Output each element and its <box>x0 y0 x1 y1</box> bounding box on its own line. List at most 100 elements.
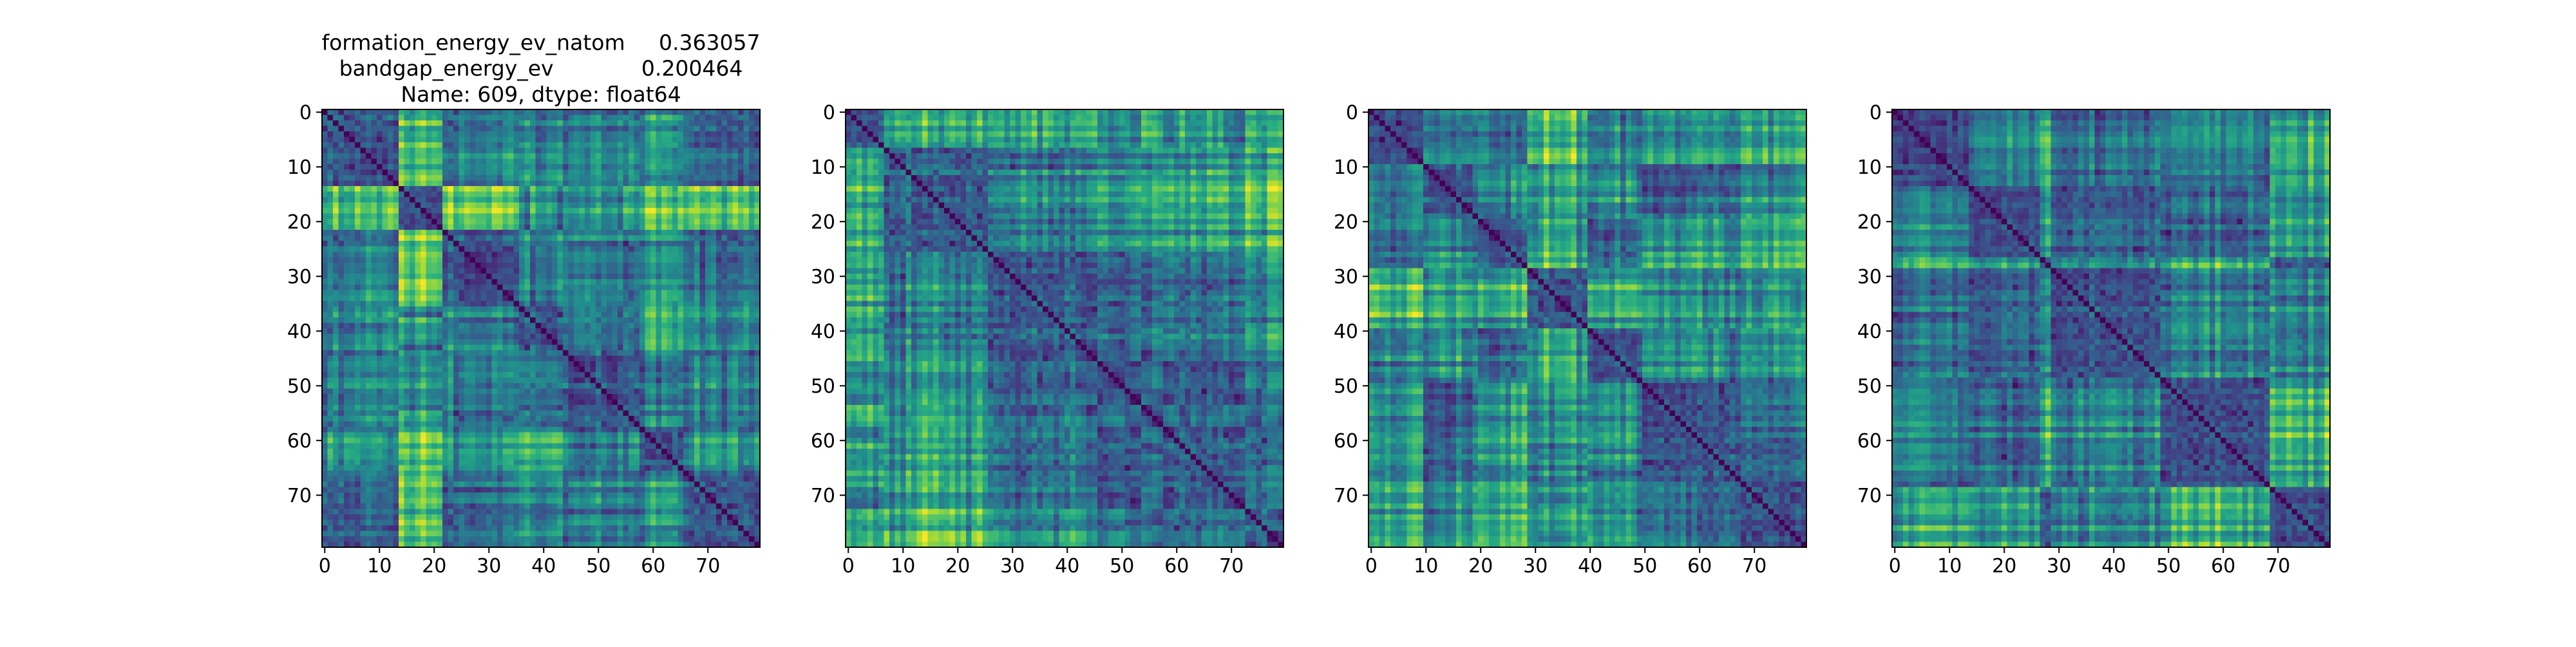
heatmap-cell <box>481 241 487 247</box>
heatmap-cell <box>393 241 399 247</box>
heatmap-cell <box>388 268 393 274</box>
heatmap-cell <box>383 214 388 220</box>
heatmap-cell <box>618 361 623 367</box>
heatmap-cell <box>459 197 465 203</box>
heatmap-cell <box>558 137 564 143</box>
heatmap-cell <box>547 225 553 230</box>
heatmap-cell <box>744 109 750 115</box>
heatmap-cell <box>591 301 596 307</box>
heatmap-cell <box>437 131 443 137</box>
heatmap-cell <box>464 317 470 323</box>
heatmap-cell <box>738 438 744 444</box>
heatmap-cell <box>383 208 388 214</box>
heatmap-cell <box>361 120 366 126</box>
heatmap-cell <box>508 438 514 444</box>
heatmap-cell <box>689 285 695 290</box>
heatmap-cell <box>339 186 345 192</box>
heatmap-cell <box>442 159 448 165</box>
heatmap-cell <box>525 258 531 263</box>
heatmap-cell <box>475 372 481 378</box>
heatmap-cell <box>388 115 393 121</box>
heatmap-cell <box>431 175 437 181</box>
heatmap-cell <box>634 170 640 176</box>
heatmap-cell <box>678 361 684 367</box>
heatmap-cell <box>672 186 678 192</box>
heatmap-cell <box>437 323 443 329</box>
heatmap-cell <box>525 192 531 198</box>
heatmap-cell <box>558 285 564 290</box>
heatmap-cell <box>322 356 328 362</box>
heatmap-cell <box>519 115 525 121</box>
heatmap-cell <box>541 306 547 312</box>
heatmap-cell <box>591 115 596 121</box>
heatmap-cell <box>393 356 399 362</box>
heatmap-cell <box>661 159 667 165</box>
heatmap-cell <box>333 197 339 203</box>
heatmap-cell <box>459 361 465 367</box>
heatmap-cell <box>344 181 350 187</box>
heatmap-cell <box>350 203 355 209</box>
heatmap-cell <box>749 186 755 192</box>
heatmap-cell <box>459 433 465 438</box>
heatmap-cell <box>525 383 531 389</box>
heatmap-cell <box>519 109 525 115</box>
heatmap-cell <box>355 219 361 225</box>
heatmap-cell <box>536 394 542 400</box>
heatmap-cell <box>350 131 355 137</box>
heatmap-cell <box>536 411 542 417</box>
heatmap-cell <box>711 345 717 351</box>
heatmap-cell <box>656 378 662 384</box>
heatmap-cell <box>552 383 558 389</box>
heatmap-cell <box>705 120 711 126</box>
heatmap-cell <box>344 378 350 384</box>
heatmap-cell <box>399 164 404 170</box>
heatmap-cell <box>437 225 443 230</box>
heatmap-cell <box>399 411 404 417</box>
heatmap-cell <box>618 405 623 411</box>
heatmap-cell <box>563 131 569 137</box>
heatmap-cell <box>661 252 667 258</box>
heatmap-cell <box>596 438 601 444</box>
heatmap-cell <box>634 230 640 236</box>
heatmap-cell <box>650 241 656 247</box>
heatmap-cell <box>514 422 520 427</box>
heatmap-cell <box>650 120 656 126</box>
heatmap-cell <box>464 120 470 126</box>
heatmap-cell <box>333 389 339 395</box>
heatmap-cell <box>339 230 345 236</box>
heatmap-cell <box>689 400 695 406</box>
heatmap-cell <box>344 120 350 126</box>
heatmap-cell <box>377 153 383 159</box>
heatmap-cell <box>361 175 366 181</box>
heatmap-cell <box>333 142 339 148</box>
heatmap-cell <box>431 263 437 268</box>
heatmap-cell <box>399 241 404 247</box>
heatmap-cell <box>738 328 744 334</box>
heatmap-cell <box>464 137 470 143</box>
heatmap-cell <box>623 186 629 192</box>
heatmap-cell <box>426 405 432 411</box>
heatmap-cell <box>574 175 580 181</box>
heatmap-cell <box>678 142 684 148</box>
heatmap-cell <box>497 109 503 115</box>
heatmap-cell <box>431 115 437 121</box>
heatmap-cell <box>563 383 569 389</box>
heatmap-cell <box>716 444 722 449</box>
heatmap-cell <box>683 236 689 241</box>
heatmap-cell <box>442 120 448 126</box>
heatmap-cell <box>722 186 728 192</box>
heatmap-cell <box>437 339 443 345</box>
heatmap-cell <box>453 258 459 263</box>
heatmap-cell <box>525 274 531 279</box>
heatmap-cell <box>431 295 437 301</box>
heatmap-cell <box>525 263 531 268</box>
heatmap-cell <box>426 350 432 356</box>
heatmap-cell <box>404 247 410 252</box>
heatmap-cell <box>618 175 623 181</box>
heatmap-cell <box>558 181 564 187</box>
heatmap-cell <box>667 247 673 252</box>
heatmap-cell <box>361 394 366 400</box>
heatmap-cell <box>558 438 564 444</box>
heatmap-cell <box>415 394 421 400</box>
heatmap-cell <box>448 449 454 455</box>
